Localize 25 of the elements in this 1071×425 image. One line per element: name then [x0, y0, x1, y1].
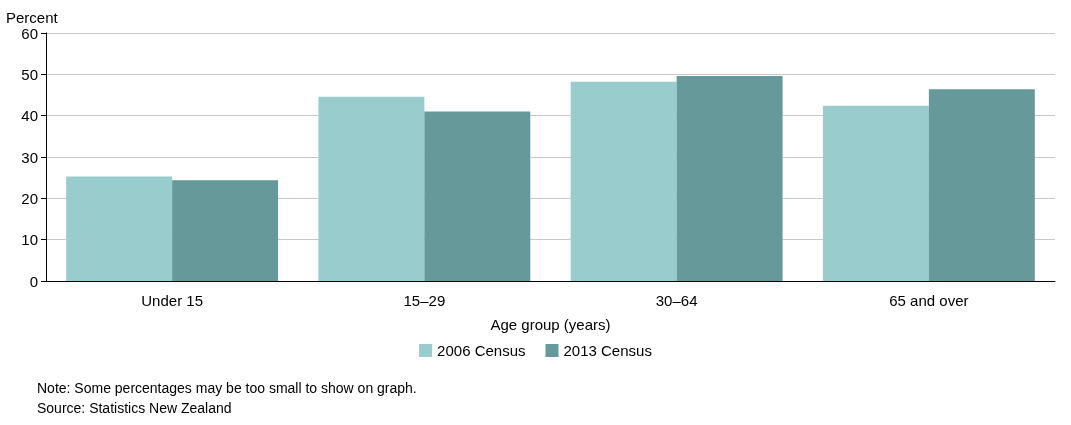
legend-label: 2006 Census [437, 342, 526, 359]
bar [676, 75, 783, 281]
x-tick-label: 15–29 [403, 292, 446, 309]
x-tick-label: 65 and over [889, 292, 969, 309]
x-tick-label: Under 15 [141, 292, 203, 309]
y-tick-label: 50 [21, 65, 38, 83]
bar [570, 81, 677, 281]
source-note: Source: Statistics New Zealand [37, 400, 232, 416]
y-tick-label: 20 [21, 189, 38, 207]
bar [424, 111, 531, 281]
y-tick-label: 40 [21, 107, 38, 125]
y-tick-label: 0 [29, 272, 38, 290]
bar [822, 105, 929, 281]
y-tick-label: 30 [21, 148, 38, 166]
text: Note: Some percentages may be too small to show on graph. [37, 380, 417, 396]
legend-label: 2013 Census [563, 342, 652, 359]
bar [66, 176, 173, 281]
y-axis-title: Percent [6, 9, 59, 26]
bar [318, 96, 425, 281]
y-tick-label: 60 [21, 24, 38, 42]
x-axis-title: Age group (years) [490, 316, 611, 333]
x-tick-label: 30–64 [655, 292, 698, 309]
bar [172, 180, 279, 281]
y-tick-label: 10 [21, 231, 38, 249]
bar [928, 89, 1035, 281]
